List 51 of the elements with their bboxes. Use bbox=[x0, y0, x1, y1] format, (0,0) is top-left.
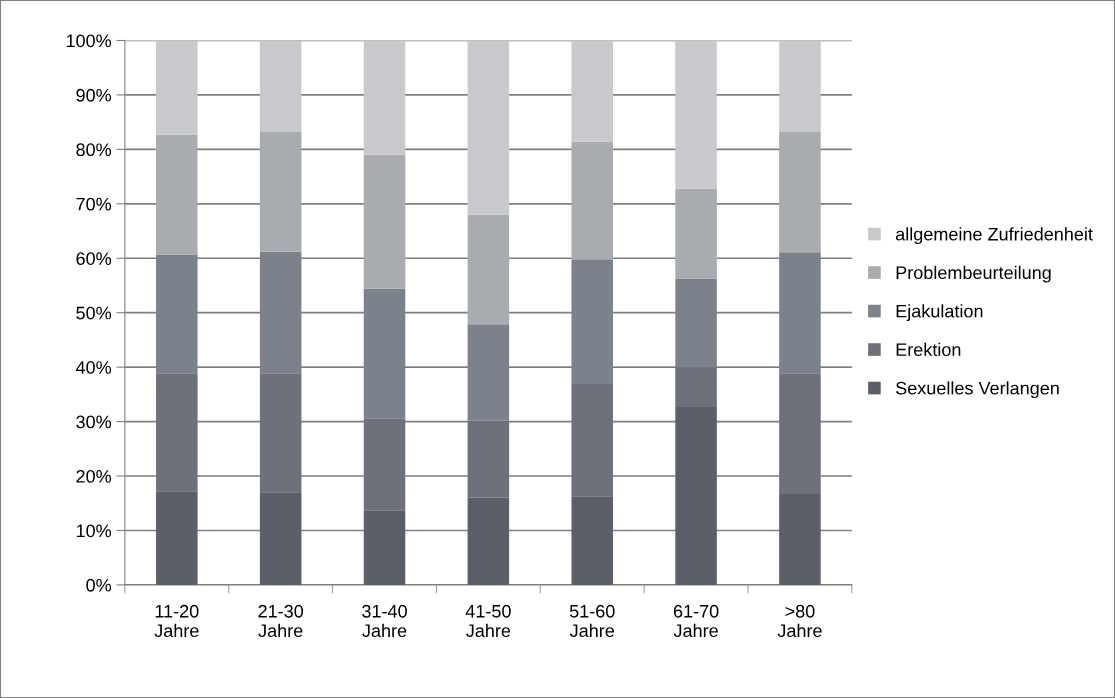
legend-label: Problembeurteilung bbox=[896, 265, 1051, 283]
bar bbox=[571, 40, 613, 142]
y-tick-label: 0% bbox=[86, 578, 112, 592]
bar bbox=[571, 141, 613, 260]
bar bbox=[259, 131, 302, 252]
legend-label: allgemeine Zufriedenheit bbox=[895, 227, 1093, 245]
x-tick-label: 31-40 Jahre bbox=[362, 604, 407, 638]
x-tick-label: 11-20 Jahre bbox=[154, 604, 199, 638]
bar bbox=[571, 384, 613, 497]
y-tick-label: 100% bbox=[66, 34, 112, 48]
y-tick-label: 50% bbox=[76, 306, 112, 320]
legend-label: Erektion bbox=[896, 342, 961, 357]
x-tick-label: 41-50 Jahre bbox=[465, 604, 511, 638]
bar bbox=[571, 496, 613, 585]
x-tick-label: >80 Jahre bbox=[777, 604, 822, 638]
bar bbox=[259, 40, 302, 132]
y-tick-label: 40% bbox=[75, 361, 112, 374]
bar bbox=[363, 40, 406, 155]
y-tick-label: 90% bbox=[76, 88, 112, 102]
bar bbox=[259, 373, 302, 493]
bar bbox=[156, 373, 198, 492]
bar bbox=[675, 367, 717, 407]
bar bbox=[779, 373, 821, 494]
x-tick-label: 61-70 Jahre bbox=[673, 604, 719, 638]
bar bbox=[779, 131, 821, 253]
y-tick-label: 70% bbox=[76, 197, 112, 211]
bar bbox=[675, 40, 717, 189]
y-tick-label: 20% bbox=[76, 469, 112, 483]
bar bbox=[363, 418, 406, 511]
bar bbox=[363, 510, 406, 585]
x-tick-label: 21-30 Jahre bbox=[258, 604, 304, 638]
bar bbox=[467, 497, 510, 585]
bar bbox=[156, 134, 198, 255]
y-tick-label: 60% bbox=[76, 252, 112, 265]
bar bbox=[467, 214, 510, 325]
y-tick-label: 30% bbox=[76, 415, 112, 429]
legend-label: Sexuelles Verlangen bbox=[896, 381, 1059, 399]
x-tick-label: 51-60 Jahre bbox=[569, 604, 615, 638]
bar bbox=[675, 188, 717, 279]
legend-label: Ejakulation bbox=[896, 304, 983, 322]
bar bbox=[467, 420, 510, 498]
bar bbox=[156, 40, 198, 135]
bar bbox=[156, 491, 198, 585]
bar bbox=[259, 492, 302, 585]
bar bbox=[363, 154, 406, 289]
bar bbox=[779, 40, 821, 132]
bar bbox=[467, 40, 510, 215]
bar bbox=[675, 406, 717, 585]
y-tick-label: 80% bbox=[76, 143, 112, 157]
y-tick-label: 10% bbox=[76, 524, 112, 538]
bar bbox=[779, 494, 821, 585]
